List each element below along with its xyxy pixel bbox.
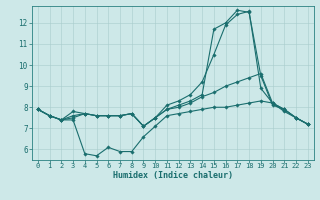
X-axis label: Humidex (Indice chaleur): Humidex (Indice chaleur) <box>113 171 233 180</box>
